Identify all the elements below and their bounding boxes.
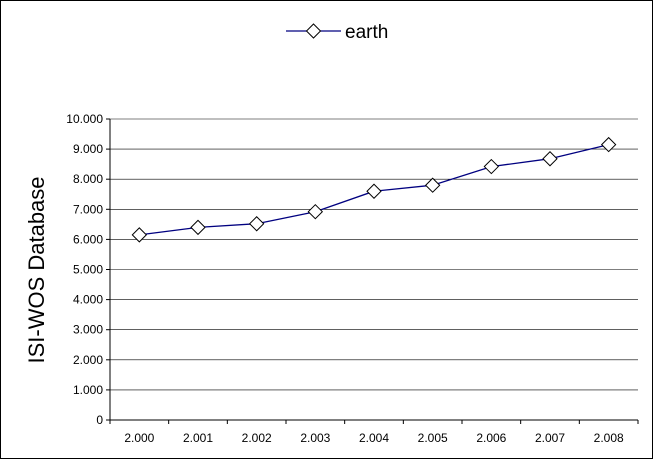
- data-point: [131, 227, 148, 243]
- y-tick-label: 10.000: [66, 112, 103, 126]
- y-tick-label: 7.000: [73, 202, 103, 216]
- x-tick-label: 2.005: [418, 431, 448, 445]
- data-point: [542, 151, 558, 167]
- data-point: [366, 183, 382, 199]
- data-point: [483, 158, 500, 175]
- x-ticks: 2.000 2.001 2.002 2.003 2.004 2.005 2.006 2.007…: [109, 420, 639, 445]
- x-tick-label: 2.000: [124, 431, 154, 445]
- x-tick-label: 2.003: [300, 431, 330, 445]
- x-tick-label: 2.001: [183, 431, 213, 445]
- gridlines: [110, 118, 638, 391]
- y-tick-label: 4.000: [73, 293, 103, 307]
- y-tick-label: 5.000: [73, 263, 103, 277]
- y-axis-label: ISI-WOS Database: [24, 176, 49, 363]
- x-tick-label: 2.002: [242, 431, 272, 445]
- y-tick-label: 6.000: [73, 232, 103, 246]
- y-tick-label: 2.000: [73, 353, 103, 367]
- data-point: [424, 177, 441, 193]
- y-tick-label: 9.000: [73, 142, 103, 156]
- y-tick-label: 8.000: [73, 172, 103, 186]
- data-point: [190, 219, 206, 236]
- data-point: [600, 136, 617, 153]
- data-point: [307, 204, 324, 220]
- legend: earth: [286, 22, 388, 43]
- x-tick-label: 2.006: [476, 431, 506, 445]
- y-ticks: 0 1.000 2.000 3.000 4.000 5.000 6.000 7.000 8.00…: [66, 112, 110, 427]
- data-point: [248, 216, 265, 232]
- x-tick-label: 2.007: [535, 431, 565, 445]
- y-tick-label: 3.000: [73, 323, 103, 337]
- x-tick-label: 2.008: [594, 431, 624, 445]
- x-tick-label: 2.004: [359, 431, 389, 445]
- y-tick-label: 0: [96, 413, 103, 427]
- legend-marker: [305, 23, 322, 39]
- legend-label-earth: earth: [345, 22, 388, 43]
- y-tick-label: 1.000: [73, 383, 103, 397]
- series-earth: [131, 136, 617, 243]
